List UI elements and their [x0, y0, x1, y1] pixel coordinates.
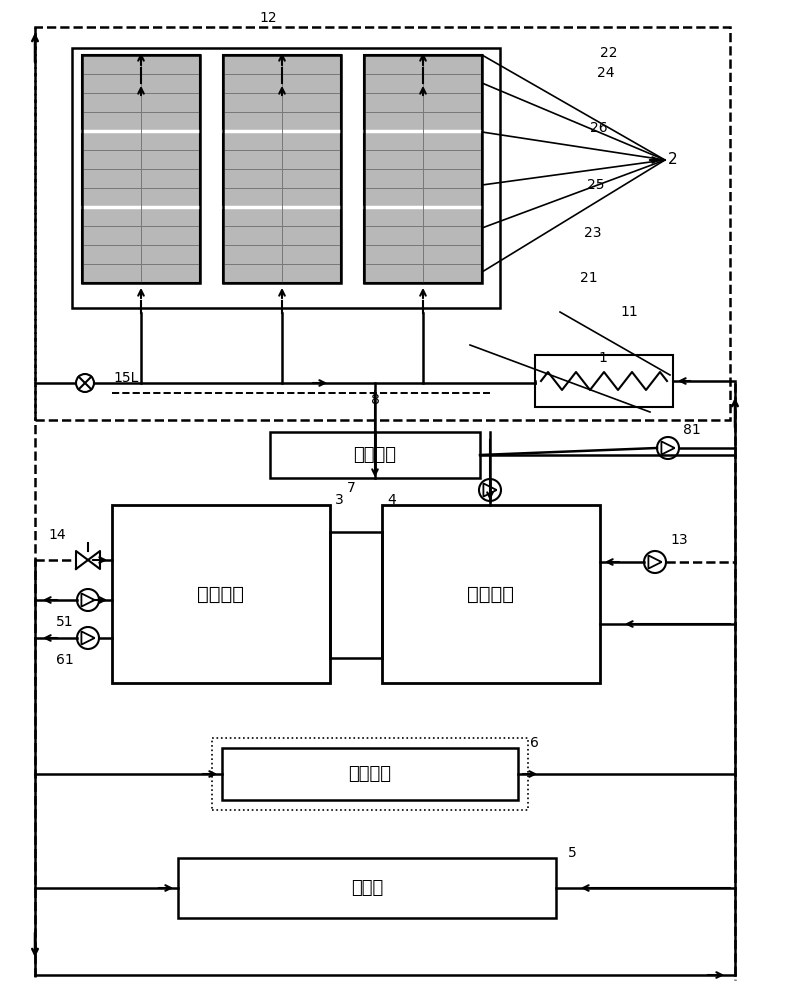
- Bar: [72, 48, 500, 308]
- Bar: [382, 505, 600, 683]
- Text: 61: 61: [56, 653, 74, 667]
- Text: 13: 13: [670, 533, 688, 547]
- Text: 22: 22: [600, 46, 618, 60]
- Text: 24: 24: [597, 66, 614, 80]
- Bar: [82, 55, 200, 283]
- Bar: [82, 55, 200, 283]
- Text: 23: 23: [584, 226, 602, 240]
- Text: 14: 14: [48, 528, 66, 542]
- Bar: [223, 55, 341, 283]
- Text: 3: 3: [335, 493, 344, 507]
- Bar: [223, 55, 341, 283]
- Text: 采暖未端: 采暖未端: [348, 765, 392, 783]
- Text: 12: 12: [259, 11, 276, 25]
- Bar: [35, 27, 730, 420]
- Text: 8: 8: [371, 393, 380, 407]
- Text: 2: 2: [668, 152, 678, 167]
- Text: 51: 51: [56, 615, 74, 629]
- Text: 11: 11: [620, 305, 638, 319]
- Text: 81: 81: [683, 423, 701, 437]
- Text: 26: 26: [590, 121, 607, 135]
- Bar: [178, 858, 556, 918]
- Text: 15L: 15L: [113, 371, 138, 385]
- Text: 低温水笱: 低温水笱: [467, 584, 515, 603]
- Text: 7: 7: [347, 481, 356, 495]
- Text: 蓄能区: 蓄能区: [351, 879, 384, 897]
- Bar: [222, 748, 518, 800]
- Text: 辅助热源: 辅助热源: [353, 446, 396, 464]
- Bar: [270, 432, 480, 478]
- Bar: [112, 505, 330, 683]
- Text: 5: 5: [568, 846, 577, 860]
- Bar: [535, 355, 673, 407]
- Text: 25: 25: [587, 178, 605, 192]
- Bar: [212, 738, 528, 810]
- Bar: [364, 55, 482, 283]
- Bar: [364, 55, 482, 283]
- Circle shape: [76, 374, 94, 392]
- Text: 1: 1: [598, 351, 607, 365]
- Text: 4: 4: [387, 493, 396, 507]
- Text: 高温水笱: 高温水笱: [197, 584, 244, 603]
- Text: 6: 6: [530, 736, 539, 750]
- Text: 21: 21: [580, 271, 598, 285]
